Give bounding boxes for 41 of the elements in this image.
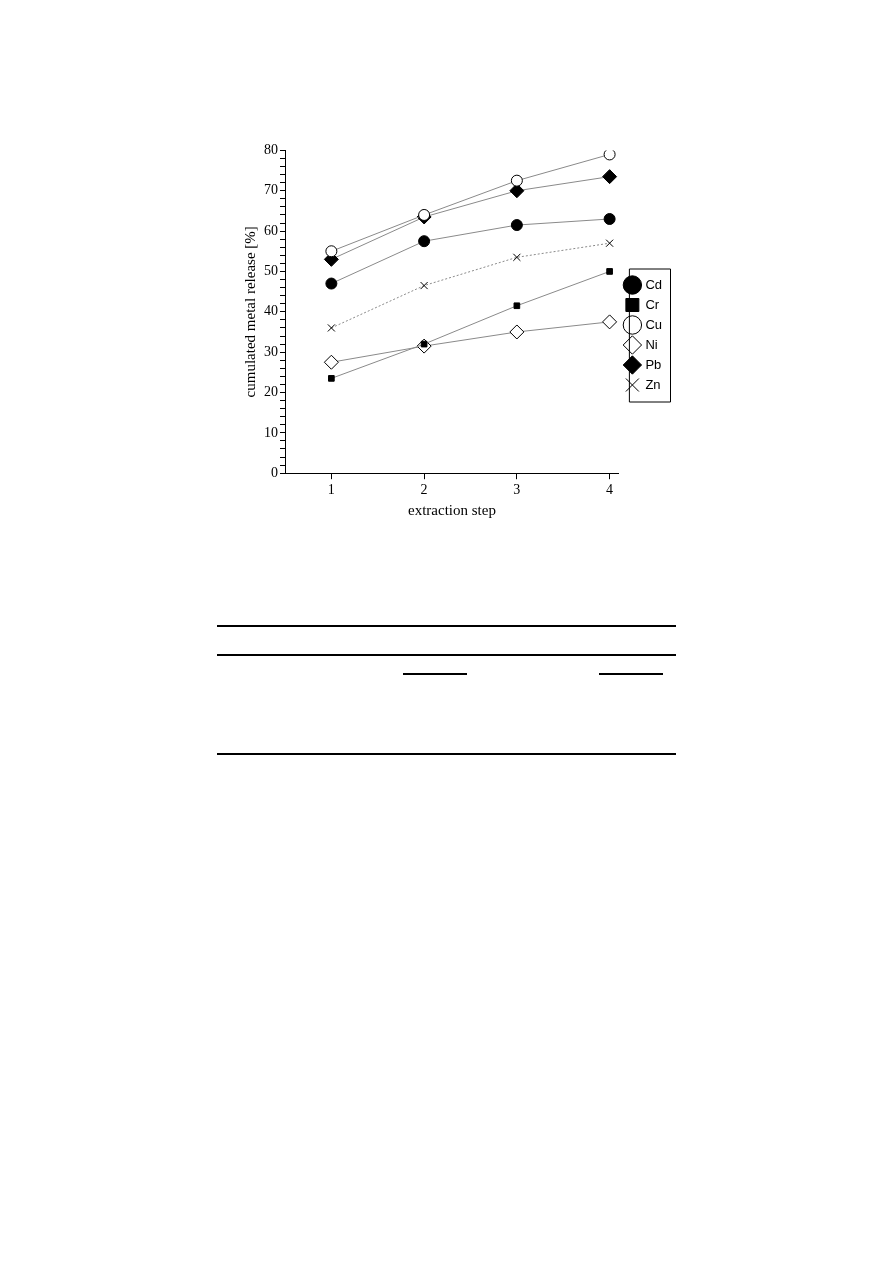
point [325, 277, 338, 290]
legend-label: Pb [645, 356, 662, 372]
point [606, 268, 613, 275]
point [327, 323, 336, 332]
point [325, 245, 338, 258]
y-tick-label: 10 [264, 424, 278, 440]
x-tick-label: 2 [420, 482, 428, 498]
point [603, 150, 616, 161]
legend-label: Cu [645, 316, 663, 332]
point [418, 235, 431, 248]
x-axis-title: extraction step [408, 501, 496, 518]
y-axis-title: cumulated metal release [%] [241, 226, 258, 398]
point [602, 314, 618, 330]
point [510, 219, 523, 232]
y-tick-label: 0 [271, 464, 278, 480]
legend-label: Cr [645, 296, 660, 312]
point [509, 183, 525, 199]
point [605, 239, 614, 248]
x-tick-label: 3 [513, 482, 521, 498]
x-tick-label: 4 [606, 482, 614, 498]
y-tick-label: 40 [264, 303, 278, 319]
legend-label: Zn [645, 376, 661, 392]
point [603, 213, 616, 225]
point [418, 208, 431, 221]
point [420, 281, 429, 290]
x-tick-label: 1 [327, 482, 335, 498]
point [602, 169, 618, 185]
y-tick-label: 70 [264, 182, 278, 198]
y-tick-label: 80 [264, 142, 278, 158]
y-tick-label: 50 [264, 263, 278, 279]
y-tick-label: 30 [264, 343, 278, 359]
legend-label: Ni [645, 336, 658, 352]
y-tick-label: 20 [264, 384, 278, 400]
legend-label: Cd [645, 276, 663, 292]
point [328, 375, 335, 382]
point [323, 354, 339, 370]
y-tick-label: 60 [264, 222, 278, 238]
point [510, 174, 523, 187]
point [512, 253, 521, 262]
point [509, 324, 525, 340]
point [513, 302, 521, 310]
